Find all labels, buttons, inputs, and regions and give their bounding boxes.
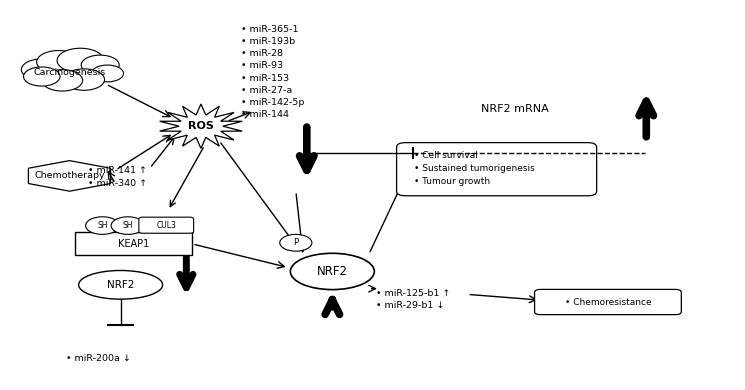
- FancyBboxPatch shape: [396, 143, 597, 196]
- Text: Carcinogenesis: Carcinogenesis: [34, 68, 106, 77]
- Text: • miR-141 ↑
• miR-340 ↑: • miR-141 ↑ • miR-340 ↑: [88, 166, 147, 188]
- Circle shape: [81, 55, 119, 75]
- Text: • miR-365-1
• miR-193b
• miR-28
• miR-93
• miR-153
• miR-27-a
• miR-142-5p
• miR: • miR-365-1 • miR-193b • miR-28 • miR-93…: [241, 25, 305, 119]
- Circle shape: [22, 59, 63, 80]
- Polygon shape: [28, 161, 110, 191]
- Text: NRF2: NRF2: [107, 280, 134, 290]
- Text: SH: SH: [123, 221, 133, 230]
- Circle shape: [24, 67, 60, 86]
- Circle shape: [111, 217, 145, 234]
- Text: • Chemoresistance: • Chemoresistance: [565, 298, 651, 307]
- Text: • Cell survival
• Sustained tumorigenesis
• Tumour growth: • Cell survival • Sustained tumorigenesi…: [414, 151, 535, 186]
- Text: ROS: ROS: [188, 121, 214, 131]
- Circle shape: [42, 70, 83, 91]
- Text: P: P: [294, 238, 299, 247]
- Polygon shape: [159, 104, 242, 148]
- Circle shape: [37, 51, 80, 73]
- Text: NRF2 mRNA: NRF2 mRNA: [481, 104, 549, 114]
- FancyBboxPatch shape: [535, 289, 682, 315]
- Ellipse shape: [79, 271, 162, 299]
- Text: SH: SH: [97, 221, 107, 230]
- Circle shape: [92, 65, 124, 82]
- Circle shape: [86, 217, 119, 234]
- Text: Chemotherapy: Chemotherapy: [34, 171, 105, 181]
- Circle shape: [280, 234, 312, 251]
- Text: • miR-125-b1 ↑
• miR-29-b1 ↓: • miR-125-b1 ↑ • miR-29-b1 ↓: [376, 289, 451, 310]
- FancyBboxPatch shape: [74, 232, 192, 255]
- FancyBboxPatch shape: [139, 217, 194, 233]
- Text: KEAP1: KEAP1: [118, 239, 149, 249]
- Circle shape: [57, 48, 104, 73]
- Ellipse shape: [291, 253, 374, 290]
- Text: • miR-200a ↓: • miR-200a ↓: [66, 354, 130, 363]
- Text: NRF2: NRF2: [317, 265, 348, 278]
- Text: CUL3: CUL3: [156, 221, 176, 230]
- Circle shape: [63, 69, 104, 90]
